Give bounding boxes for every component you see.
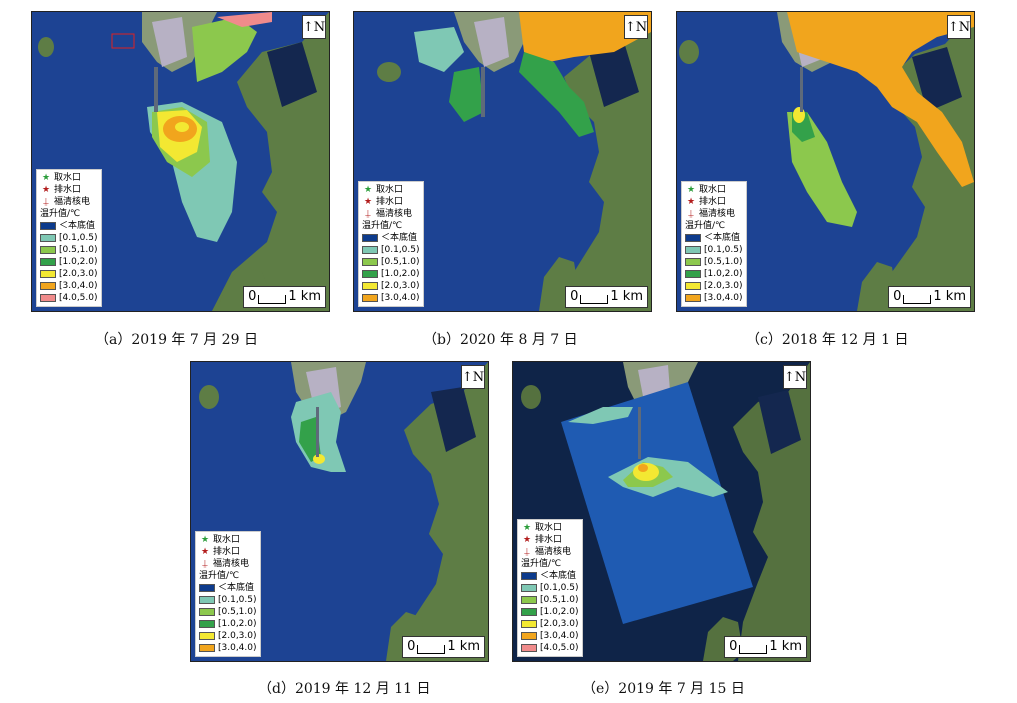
- plant-icon: ⍊: [365, 209, 371, 219]
- legend-swatch-below: [685, 234, 701, 242]
- legend-swatch: [40, 246, 56, 254]
- green-star-icon: ★: [522, 523, 532, 533]
- legend-swatch: [362, 294, 378, 302]
- caption-b: （b）2020 年 8 月 7 日: [423, 332, 578, 348]
- legend-a: ★ 取水口 ★ 排水口 ⍊ 福清核电 温升值/℃ ＜本底值 [0.1,0.5) [0.…: [36, 169, 102, 307]
- legend-swatch: [685, 246, 701, 254]
- legend-swatch: [199, 620, 215, 628]
- legend-swatch: [199, 608, 215, 616]
- legend-swatch: [685, 282, 701, 290]
- caption-a: （a）2019 年 7 月 29 日: [95, 332, 258, 348]
- legend-swatch: [521, 644, 537, 652]
- north-arrow-b: ↑ N: [624, 15, 648, 39]
- green-star-icon: ★: [200, 535, 210, 545]
- caption-d: （d）2019 年 12 月 11 日: [258, 681, 431, 697]
- legend-swatch: [199, 644, 215, 652]
- legend-swatch: [685, 258, 701, 266]
- legend-swatch-below: [521, 572, 537, 580]
- legend-swatch: [40, 282, 56, 290]
- plant-icon: ⍊: [202, 559, 208, 569]
- legend-swatch: [199, 632, 215, 640]
- scale-bar-graphic: [580, 294, 609, 304]
- plant-icon: ⍊: [43, 197, 49, 207]
- legend-swatch: [685, 270, 701, 278]
- legend-swatch: [362, 270, 378, 278]
- north-arrow-icon: ↑: [947, 19, 959, 35]
- north-arrow-e: ↑ N: [783, 365, 807, 389]
- legend-e: ★ 取水口 ★ 排水口 ⍊ 福清核电 温升值/℃ ＜本底值 [0.1,0.5) [0.…: [517, 519, 583, 657]
- scale-bar-graphic: [258, 294, 287, 304]
- legend-swatch-below: [199, 584, 215, 592]
- legend-swatch-below: [362, 234, 378, 242]
- legend-swatch: [40, 294, 56, 302]
- scale-bar-graphic: [903, 294, 932, 304]
- legend-swatch: [521, 596, 537, 604]
- caption-e: （e）2019 年 7 月 15 日: [582, 681, 745, 697]
- north-arrow-icon: ↑: [783, 369, 795, 385]
- legend-swatch: [521, 608, 537, 616]
- legend-swatch: [521, 620, 537, 628]
- legend-swatch: [199, 596, 215, 604]
- plant-icon: ⍊: [524, 547, 530, 557]
- legend-b: ★ 取水口 ★ 排水口 ⍊ 福清核电 温升值/℃ ＜本底值 [0.1,0.5) [0.…: [358, 181, 424, 307]
- green-star-icon: ★: [41, 173, 51, 183]
- legend-swatch: [521, 632, 537, 640]
- legend-swatch: [685, 294, 701, 302]
- legend-swatch-below: [40, 222, 56, 230]
- green-star-icon: ★: [686, 185, 696, 195]
- plant-icon: ⍊: [688, 209, 694, 219]
- green-star-icon: ★: [363, 185, 373, 195]
- legend-d: ★ 取水口 ★ 排水口 ⍊ 福清核电 温升值/℃ ＜本底值 [0.1,0.5) [0.…: [195, 531, 261, 657]
- legend-swatch: [40, 234, 56, 242]
- red-star-icon: ★: [200, 547, 210, 557]
- scale-bar-graphic: [417, 644, 446, 654]
- red-star-icon: ★: [363, 197, 373, 207]
- north-arrow-icon: ↑: [461, 369, 473, 385]
- scale-bar-graphic: [739, 644, 768, 654]
- north-arrow-c: ↑ N: [947, 15, 971, 39]
- red-star-icon: ★: [522, 535, 532, 545]
- red-star-icon: ★: [686, 197, 696, 207]
- north-arrow-d: ↑ N: [461, 365, 485, 389]
- caption-c: （c）2018 年 12 月 1 日: [746, 332, 909, 348]
- north-arrow-icon: ↑: [624, 19, 636, 35]
- legend-swatch: [40, 258, 56, 266]
- legend-c: ★ 取水口 ★ 排水口 ⍊ 福清核电 温升值/℃ ＜本底值 [0.1,0.5) [0.…: [681, 181, 747, 307]
- legend-swatch: [362, 258, 378, 266]
- legend-swatch: [521, 584, 537, 592]
- north-arrow-icon: ↑: [302, 19, 314, 35]
- legend-swatch: [362, 246, 378, 254]
- legend-swatch: [40, 270, 56, 278]
- legend-swatch: [362, 282, 378, 290]
- north-arrow-a: ↑ N: [302, 15, 326, 39]
- red-star-icon: ★: [41, 185, 51, 195]
